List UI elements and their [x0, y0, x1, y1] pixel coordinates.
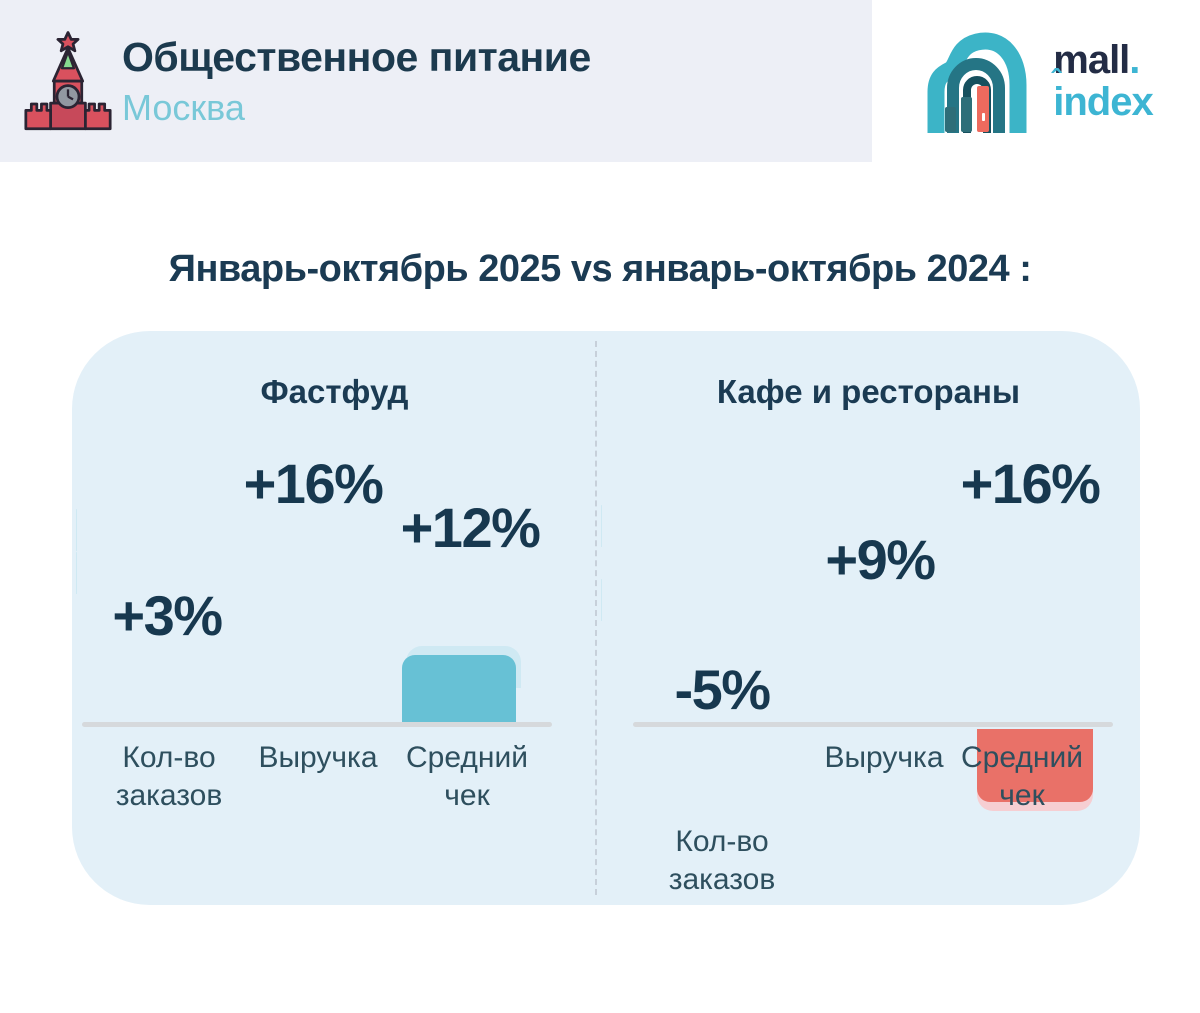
i-roof-accent-icon: ˆ [1051, 64, 1062, 97]
logo-word-index-wrap: ˆ index [1051, 66, 1153, 124]
mall-index-logo: mall. ˆ index [872, 0, 1200, 162]
value-label-cafes-orders: -5% [674, 658, 771, 721]
chart-fastfood-title: Фастфуд [260, 373, 409, 410]
category-label-fastfood-orders: Кол-во заказов [115, 741, 223, 812]
category-label-fastfood-revenue: Выручка [258, 741, 378, 774]
panel-divider [595, 341, 597, 895]
category-label-cafes-orders: Кол-во заказов [668, 825, 776, 896]
chart-panel: Фастфуд +3% +16% +12% Кол-во заказов Выр… [72, 331, 1140, 905]
cafes-baseline [633, 722, 1113, 727]
page-subtitle: Москва [122, 87, 245, 128]
chart-fastfood: Фастфуд +3% +16% +12% Кол-во заказов Выр… [72, 331, 597, 905]
value-label-fastfood-revenue: +16% [243, 452, 384, 515]
value-label-cafes-revenue: +9% [825, 528, 936, 591]
logo-word-mall: mall. [1053, 38, 1140, 82]
header: Общественное питание Москва mall. ˆ inde… [0, 0, 1200, 162]
category-label-cafes-revenue: Выручка [824, 741, 944, 774]
page-title: Общественное питание [122, 34, 591, 80]
logo-dot: . [1129, 38, 1140, 82]
bar-fastfood-orders [402, 646, 521, 722]
category-label-cafes-avg-check: Средний чек [961, 741, 1083, 812]
kremlin-tower-icon [24, 31, 112, 131]
fastfood-baseline [82, 722, 552, 727]
comparison-title: Январь-октябрь 2025 vs январь-октябрь 20… [168, 248, 1032, 290]
value-label-fastfood-avg-check: +12% [400, 496, 541, 559]
header-titles: Общественное питание Москва [122, 34, 591, 129]
chart-cafes-title: Кафе и рестораны [716, 373, 1021, 410]
mall-index-arch-icon [927, 32, 1027, 133]
value-label-cafes-avg-check: +16% [960, 452, 1101, 515]
chart-cafes: Кафе и рестораны -5% +9% +16% Кол-во зак… [597, 331, 1140, 905]
category-label-fastfood-avg-check: Средний чек [406, 741, 528, 812]
logo-word-index: index [1053, 80, 1153, 124]
logo-wordmark: mall. ˆ index [1051, 38, 1153, 124]
value-label-fastfood-orders: +3% [112, 584, 223, 647]
